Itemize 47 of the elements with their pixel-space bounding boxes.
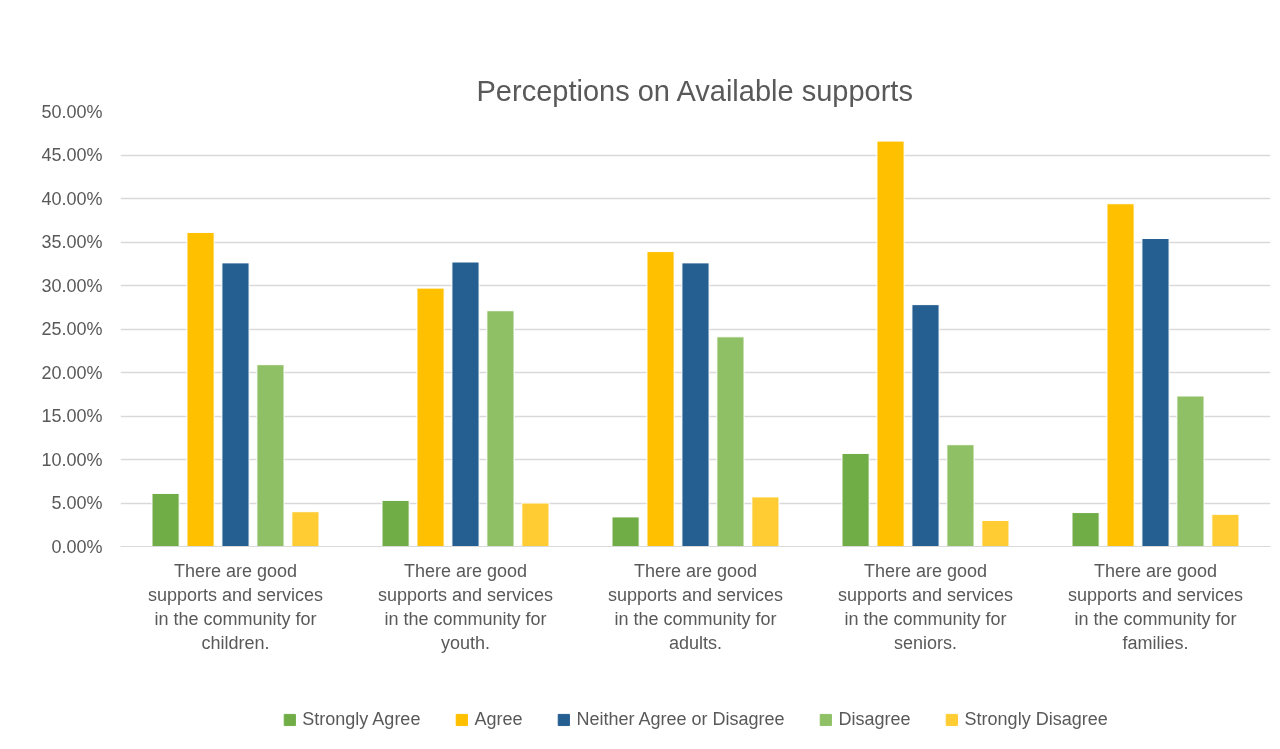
bar xyxy=(1176,395,1205,547)
x-tick-label: There are good supports and services in the community for youth. xyxy=(377,560,554,653)
y-tick-label: 25.00% xyxy=(41,319,103,339)
bar xyxy=(416,287,445,547)
bar xyxy=(751,496,780,547)
chart-title: Perceptions on Available supports xyxy=(476,74,913,107)
y-tick-label: 50.00% xyxy=(41,101,103,122)
y-tick-label: 15.00% xyxy=(41,406,103,426)
bar xyxy=(646,251,675,547)
bar xyxy=(716,336,745,547)
bar xyxy=(876,140,905,547)
bar xyxy=(291,511,320,547)
legend-label: Strongly Agree xyxy=(302,708,421,730)
bar xyxy=(381,499,410,547)
bar xyxy=(221,262,250,547)
bar xyxy=(186,231,215,547)
bar xyxy=(841,452,870,547)
bar xyxy=(1106,203,1135,547)
bar xyxy=(521,502,550,547)
bar xyxy=(981,519,1010,547)
y-tick-label: 30.00% xyxy=(41,275,103,296)
bar xyxy=(1071,512,1100,547)
legend-label: Neither Agree or Disagree xyxy=(576,708,785,730)
y-tick-label: 40.00% xyxy=(41,188,103,209)
bar xyxy=(451,261,480,547)
x-tick-label: There are good supports and services in the community for adults. xyxy=(607,560,784,653)
y-tick-label: 45.00% xyxy=(41,145,103,165)
bar xyxy=(946,444,975,547)
bar xyxy=(681,262,710,547)
legend-label: Agree xyxy=(474,708,523,730)
bar xyxy=(1141,238,1170,547)
x-tick-label: There are good supports and services in the community for children. xyxy=(147,560,324,653)
bar xyxy=(256,364,285,547)
bar xyxy=(151,492,180,547)
bar xyxy=(486,310,515,547)
y-tick-label: 10.00% xyxy=(41,449,103,470)
legend-label: Strongly Disagree xyxy=(964,708,1108,730)
y-tick-label: 0.00% xyxy=(51,536,103,557)
bar xyxy=(1211,513,1240,547)
bar xyxy=(911,304,940,547)
x-tick-label: There are good supports and services in the community for seniors. xyxy=(837,560,1014,653)
y-tick-label: 35.00% xyxy=(41,232,103,252)
bar xyxy=(611,516,640,547)
y-tick-label: 20.00% xyxy=(41,362,103,383)
x-tick-label: There are good supports and services in the community for families. xyxy=(1067,560,1244,653)
legend-label: Disagree xyxy=(838,708,911,730)
y-tick-label: 5.00% xyxy=(51,493,103,513)
